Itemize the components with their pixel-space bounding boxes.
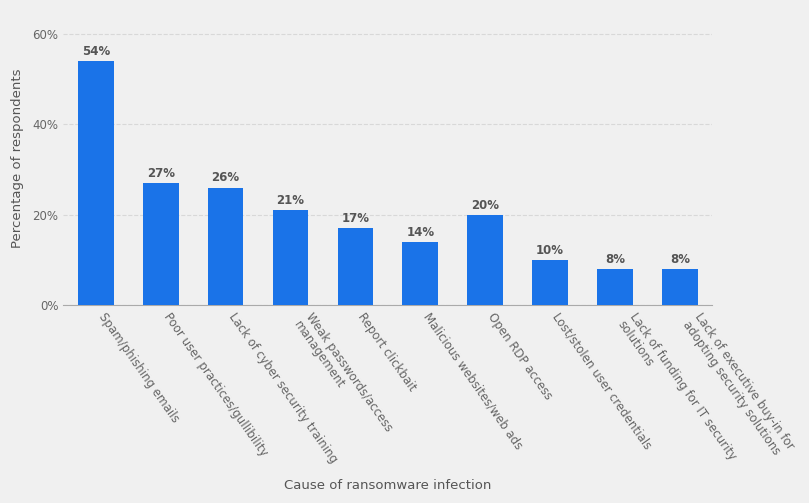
Text: 20%: 20% <box>472 199 499 212</box>
Text: 27%: 27% <box>146 167 175 180</box>
Bar <box>273 210 308 305</box>
Bar <box>403 242 438 305</box>
Bar <box>143 183 179 305</box>
Text: 54%: 54% <box>82 45 110 58</box>
Text: 8%: 8% <box>670 253 690 266</box>
Bar <box>532 260 568 305</box>
Text: 17%: 17% <box>341 212 370 225</box>
Y-axis label: Percentage of respondents: Percentage of respondents <box>11 68 24 248</box>
Text: 26%: 26% <box>211 172 239 185</box>
Bar <box>78 61 113 305</box>
Bar <box>597 269 633 305</box>
Text: 10%: 10% <box>536 244 564 257</box>
Bar <box>208 188 244 305</box>
Text: 21%: 21% <box>277 194 304 207</box>
X-axis label: Cause of ransomware infection: Cause of ransomware infection <box>284 479 492 492</box>
Text: 8%: 8% <box>605 253 625 266</box>
Bar <box>337 228 373 305</box>
Bar <box>662 269 698 305</box>
Text: 14%: 14% <box>406 226 434 239</box>
Bar <box>468 215 503 305</box>
